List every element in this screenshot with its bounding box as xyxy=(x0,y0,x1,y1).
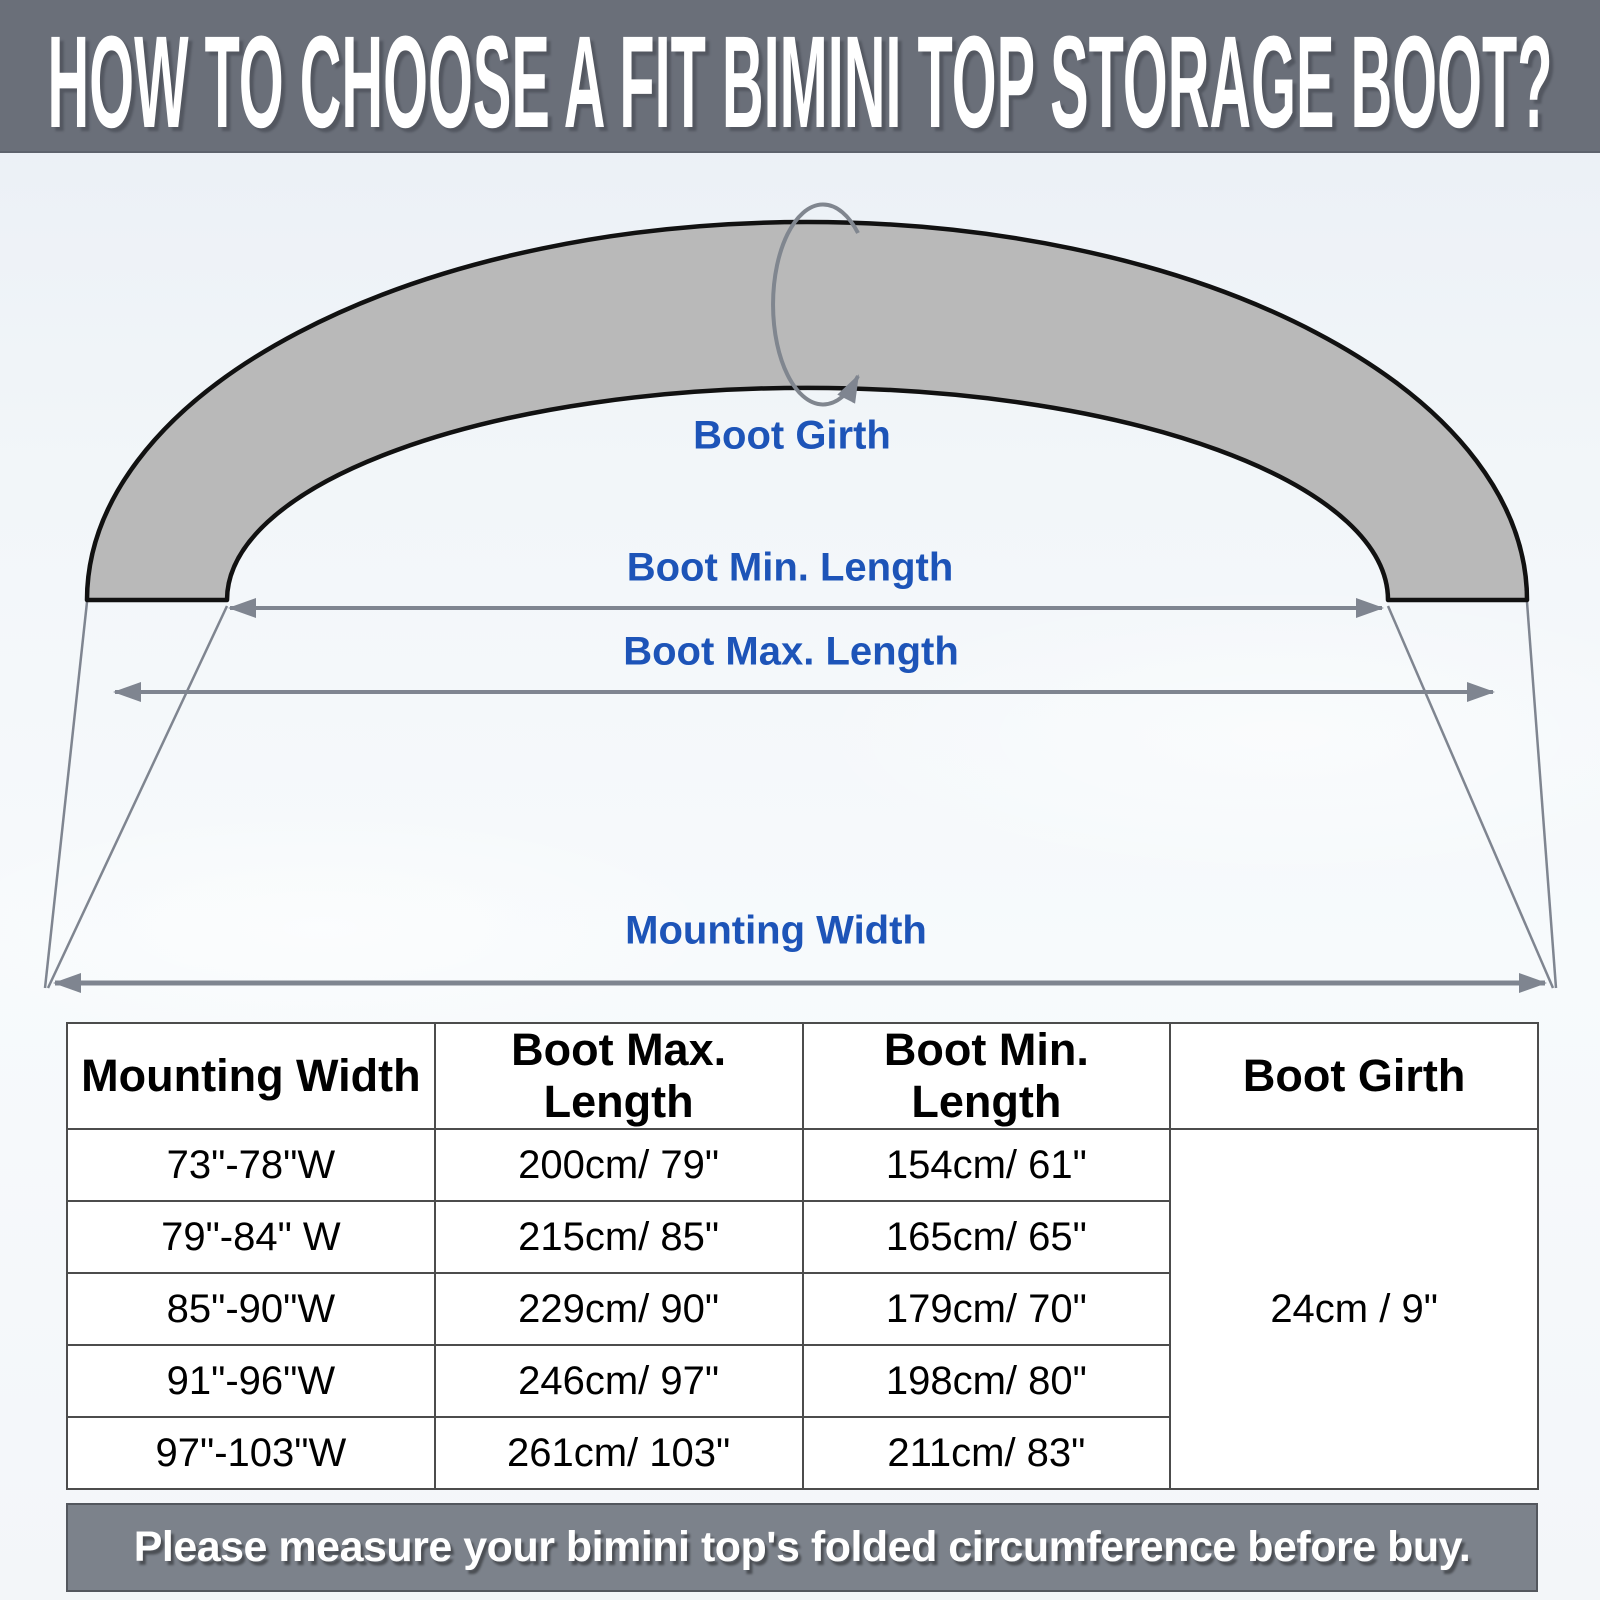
cell-boot-max-length: 200cm/ 79" xyxy=(433,1128,804,1202)
size-table: Mounting Width Boot Max. Length Boot Min… xyxy=(66,1022,1539,1490)
cell-mounting-width: 97"-103"W xyxy=(66,1416,436,1490)
girth-loop-arrow xyxy=(771,202,860,407)
boot-min-length-label: Boot Min. Length xyxy=(626,545,954,590)
cell-boot-min-length: 165cm/ 65" xyxy=(801,1200,1172,1274)
col-header-mounting-width: Mounting Width xyxy=(66,1022,436,1130)
leg-line-left-outer xyxy=(43,601,89,989)
col-header-boot-max-length: Boot Max. Length xyxy=(433,1022,804,1130)
cell-mounting-width: 85"-90"W xyxy=(66,1272,436,1346)
table-header-row: Mounting Width Boot Max. Length Boot Min… xyxy=(66,1022,1539,1130)
cell-boot-max-length: 215cm/ 85" xyxy=(433,1200,804,1274)
leg-lines xyxy=(43,601,1558,989)
cell-mounting-width: 91"-96"W xyxy=(66,1344,436,1418)
cell-boot-max-length: 229cm/ 90" xyxy=(433,1272,804,1346)
table-row: 85"-90"W 229cm/ 90" 179cm/ 70" xyxy=(66,1272,1538,1346)
title-bar: HOW TO CHOOSE A FIT BIMINI TOP STORAGE B… xyxy=(0,0,1600,153)
col-header-boot-min-length: Boot Min. Length xyxy=(801,1022,1172,1130)
boot-diagram xyxy=(43,202,1558,993)
cell-mounting-width: 79"-84" W xyxy=(66,1200,436,1274)
mounting-width-label: Mounting Width xyxy=(625,908,927,953)
cell-mounting-width: 73"-78"W xyxy=(66,1128,436,1202)
table-row: 73"-78"W 200cm/ 79" 154cm/ 61" 24cm / 9" xyxy=(66,1128,1539,1490)
footer-bar: Please measure your bimini top's folded … xyxy=(66,1503,1538,1592)
table-row: 91"-96"W 246cm/ 97" 198cm/ 80" xyxy=(66,1344,1538,1418)
cell-boot-min-length: 154cm/ 61" xyxy=(801,1128,1172,1202)
cell-boot-max-length: 261cm/ 103" xyxy=(433,1416,804,1490)
bimini-boot-shape xyxy=(84,219,1530,603)
cell-boot-min-length: 211cm/ 83" xyxy=(801,1416,1172,1490)
cell-boot-girth: 24cm / 9" xyxy=(1169,1128,1539,1490)
cell-boot-max-length: 246cm/ 97" xyxy=(433,1344,804,1418)
table-row: 97"-103"W 261cm/ 103" 211cm/ 83" xyxy=(66,1416,1538,1490)
title-svg: HOW TO CHOOSE A FIT BIMINI TOP STORAGE B… xyxy=(48,8,1553,153)
boot-girth-label: Boot Girth xyxy=(693,413,891,458)
page-title: HOW TO CHOOSE A FIT BIMINI TOP STORAGE B… xyxy=(48,8,1553,153)
table-row: 79"-84" W 215cm/ 85" 165cm/ 65" xyxy=(66,1200,1538,1274)
col-header-boot-girth: Boot Girth xyxy=(1169,1022,1539,1130)
boot-max-length-label: Boot Max. Length xyxy=(623,629,959,674)
cell-boot-min-length: 198cm/ 80" xyxy=(801,1344,1172,1418)
footer-note: Please measure your bimini top's folded … xyxy=(133,1523,1471,1571)
cell-boot-min-length: 179cm/ 70" xyxy=(801,1272,1172,1346)
leg-line-right-outer xyxy=(1525,601,1558,989)
leg-line-left-inner xyxy=(46,605,229,989)
leg-line-right-inner xyxy=(1386,605,1555,989)
